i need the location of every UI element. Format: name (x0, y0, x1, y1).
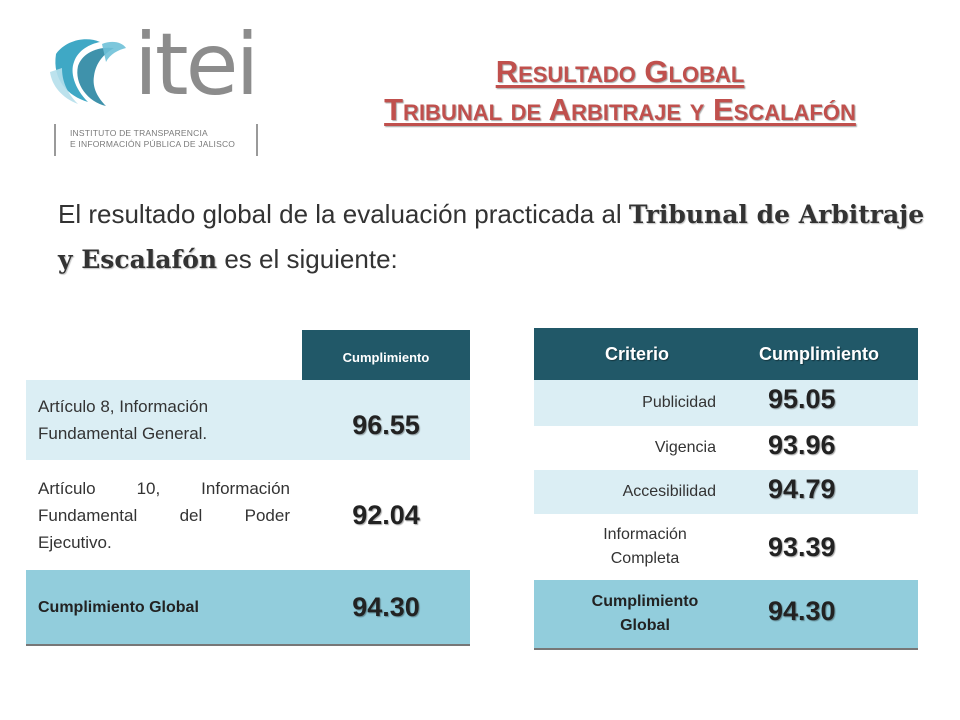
logo-wordmark: itei (134, 15, 259, 115)
row-value: 94.79 (768, 474, 836, 504)
logo-subtitle: INSTITUTO DE TRANSPARENCIA E INFORMACIÓN… (54, 124, 258, 156)
table-row: Artículo 10, Información Fundamental del… (26, 460, 470, 570)
logo-subtitle-line1: INSTITUTO DE TRANSPARENCIA (70, 128, 208, 138)
intro-text-before: El resultado global de la evaluación pra… (58, 199, 629, 229)
itei-logo-mark-icon (50, 39, 126, 106)
table-row: Artículo 8, Información Fundamental Gene… (26, 380, 470, 460)
row-value: 95.05 (768, 384, 836, 414)
row-value: 93.96 (768, 430, 836, 460)
itei-logo: itei INSTITUTO DE TRANSPARENCIA E INFORM… (48, 22, 263, 161)
row-label: Información Completa (603, 526, 687, 567)
table-row-total: Cumplimiento Global 94.30 (26, 570, 470, 646)
row-value: 96.55 (352, 410, 420, 440)
row-label: Artículo 10, Información Fundamental del… (38, 478, 290, 552)
header-criterio: Criterio (604, 344, 669, 364)
table-left-header: Cumplimiento (26, 330, 470, 380)
row-label: Cumplimiento Global (38, 598, 199, 616)
row-value: 94.30 (352, 591, 420, 622)
row-label: Cumplimiento Global (591, 593, 699, 634)
logo-subtitle-line2: E INFORMACIÓN PÚBLICA DE JALISCO (70, 139, 236, 149)
table-left: Cumplimiento Artículo 8, Información Fun… (26, 330, 470, 646)
row-label: Accesibilidad (622, 483, 716, 500)
row-label: Artículo 8, Información Fundamental Gene… (38, 397, 209, 443)
table-row: Accesibilidad 94.79 (534, 470, 918, 514)
table-left-header-blank (26, 330, 302, 380)
title-line1: Resultado Global (495, 54, 745, 89)
title-line2: Tribunal de Arbitraje y Escalafón (384, 92, 856, 127)
intro-paragraph: El resultado global de la evaluación pra… (58, 192, 938, 282)
row-label: Publicidad (642, 394, 716, 411)
row-value: 92.04 (352, 499, 420, 530)
intro-text-after: es el siguiente: (217, 244, 398, 274)
page-title: Resultado Global Tribunal de Arbitraje y… (280, 54, 960, 130)
table-right-header: Criterio Cumplimiento (534, 328, 918, 380)
header-cumplimiento: Cumplimiento (759, 343, 879, 364)
table-row: Publicidad 95.05 (534, 380, 918, 426)
row-value: 93.39 (768, 532, 836, 562)
intro-bold-entity: Tribunal de Arbitraje y Escalafón (58, 200, 925, 274)
row-value: 94.30 (768, 596, 836, 626)
row-label: Vigencia (654, 439, 716, 456)
table-row: Vigencia 93.96 (534, 426, 918, 470)
table-right: Criterio Cumplimiento Publicidad 95.05 V… (534, 328, 918, 650)
table-left-header-cell: Cumplimiento (302, 330, 470, 380)
table-row-total: Cumplimiento Global 94.30 (534, 580, 918, 650)
table-row: Información Completa 93.39 (534, 514, 918, 580)
